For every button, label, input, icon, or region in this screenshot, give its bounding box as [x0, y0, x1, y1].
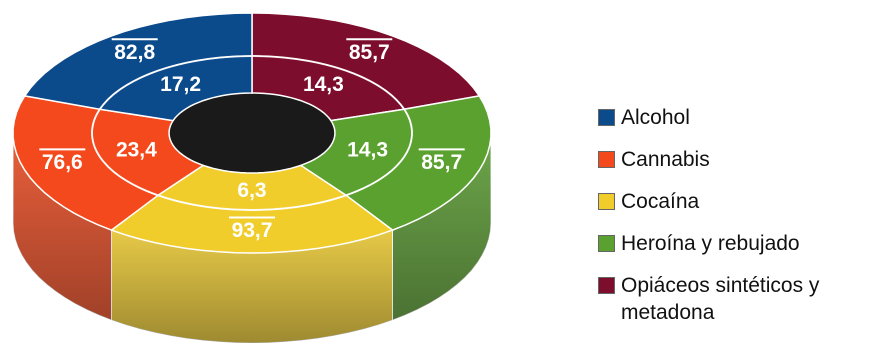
inner-label-opiaceos-sinteticos-y-metadona: 14,3 [303, 73, 344, 96]
outer-label-heroina-y-rebujado: 85,7 [421, 151, 462, 174]
data-labels: 85,714,385,714,393,76,376,623,482,817,2 [39, 38, 465, 242]
inner-label-cannabis: 23,4 [116, 139, 157, 162]
legend: Alcohol Cannabis Cocaína Heroína y rebuj… [598, 104, 881, 332]
legend-item-heroina: Heroína y rebujado [598, 230, 881, 272]
legend-label-heroina: Heroína y rebujado [621, 232, 800, 255]
outer-label-alcohol: 82,8 [114, 41, 155, 64]
legend-swatch-cannabis [598, 151, 615, 168]
ring-separator [91, 55, 413, 211]
legend-label-opiaceos: Opiáceos sintéticos y metadona [621, 274, 820, 324]
legend-item-opiaceos: Opiáceos sintéticos y metadona [598, 272, 881, 332]
outer-label-cocaina: 93,7 [232, 219, 273, 242]
legend-item-alcohol: Alcohol [598, 104, 881, 146]
legend-label-cannabis: Cannabis [621, 148, 710, 171]
legend-label-cocaina: Cocaína [621, 190, 700, 213]
side-wall-shade-cannabis [13, 133, 112, 321]
legend-swatch-heroina [598, 235, 615, 252]
side-wall-shade-heroina-y-rebujado [392, 133, 491, 321]
ring-top-faces [12, 12, 492, 254]
legend-swatch-cocaina [598, 193, 615, 210]
ring-side-walls [12, 93, 492, 344]
outer-label-cannabis: 76,6 [42, 151, 83, 174]
inner-label-heroina-y-rebujado: 14,3 [347, 139, 388, 162]
legend-swatch-opiaceos [598, 277, 615, 294]
outer-label-opiaceos-sinteticos-y-metadona: 85,7 [349, 41, 390, 64]
legend-item-cocaina: Cocaína [598, 188, 881, 230]
inner-label-alcohol: 17,2 [160, 73, 201, 96]
legend-label-alcohol: Alcohol [621, 106, 690, 129]
donut-hole [169, 93, 335, 173]
legend-item-cannabis: Cannabis [598, 146, 881, 188]
legend-swatch-alcohol [598, 109, 615, 126]
side-wall-shade-cocaina [111, 230, 393, 343]
inner-label-cocaina: 6,3 [237, 179, 266, 202]
